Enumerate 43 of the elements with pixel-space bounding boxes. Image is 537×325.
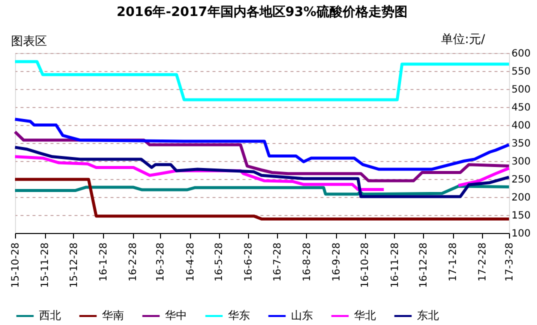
y-tick-label: 500 bbox=[512, 84, 531, 96]
y-tick-label: 450 bbox=[512, 102, 531, 114]
x-tick-label: 16-7-28 bbox=[272, 242, 284, 282]
x-tick-label: 16-11-28 bbox=[390, 242, 401, 288]
x-tick-label: 16-1-28 bbox=[98, 242, 110, 282]
line-series bbox=[14, 146, 510, 198]
x-tick-label: 15-11-28 bbox=[40, 242, 52, 288]
legend-label: 华中 bbox=[165, 309, 187, 322]
x-tick-label: 16-8-28 bbox=[302, 242, 313, 282]
line-series bbox=[14, 118, 510, 171]
y-tick-label: 150 bbox=[512, 210, 531, 222]
legend-label: 华东 bbox=[228, 309, 250, 322]
legend-label: 华南 bbox=[102, 309, 124, 322]
line-series bbox=[14, 60, 510, 102]
x-tick-label: 16-2-28 bbox=[128, 242, 140, 282]
x-tick-label: 17-1-28 bbox=[448, 242, 460, 282]
y-tick-label: 600 bbox=[512, 48, 531, 60]
text: 图表区 bbox=[11, 34, 47, 48]
y-tick-label: 200 bbox=[512, 192, 531, 204]
y-tick-label: 400 bbox=[512, 120, 531, 132]
legend-label: 西北 bbox=[39, 309, 61, 322]
x-tick-label: 17-2-28 bbox=[478, 242, 489, 282]
x-tick-label: 16-12-28 bbox=[418, 242, 430, 288]
x-tick-label: 16-9-28 bbox=[332, 242, 343, 282]
y-tick-label: 550 bbox=[512, 66, 531, 78]
x-tick-label: 15-10-28 bbox=[10, 242, 22, 288]
x-tick-label: 16-4-28 bbox=[185, 242, 196, 282]
x-tick-label: 15-12-28 bbox=[68, 242, 80, 288]
y-tick-label: 350 bbox=[512, 138, 531, 150]
line-series bbox=[14, 184, 510, 196]
legend-label: 华北 bbox=[354, 309, 376, 322]
x-tick-label: 16-6-28 bbox=[244, 242, 255, 282]
legend-label: 东北 bbox=[417, 309, 439, 322]
x-tick-label: 16-10-28 bbox=[360, 242, 372, 288]
x-tick-label: 16-5-28 bbox=[214, 242, 226, 282]
x-tick-label: 16-3-28 bbox=[156, 242, 167, 282]
x-tick-label: 17-3-28 bbox=[504, 242, 516, 282]
chart-title: 2016年-2017年国内各地区93%硫酸价格走势图 bbox=[116, 4, 408, 20]
legend-label: 山东 bbox=[291, 309, 313, 322]
y-tick-label: 300 bbox=[512, 156, 531, 168]
text: 单位:元/ bbox=[440, 32, 486, 46]
y-tick-label: 100 bbox=[512, 228, 531, 240]
y-tick-label: 250 bbox=[512, 174, 531, 186]
